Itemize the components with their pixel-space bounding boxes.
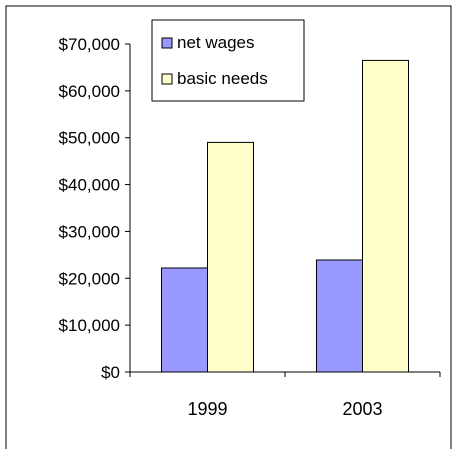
bar-net-wages-1999: [161, 267, 208, 373]
x-tick-label: 2003: [342, 399, 382, 419]
y-tick-label: $20,000: [59, 269, 120, 288]
legend-label: net wages: [177, 33, 255, 52]
y-axis: $0 $10,000 $20,000 $30,000 $40,000 $50,000 $60…: [59, 35, 131, 382]
legend-swatch: [161, 37, 173, 49]
legend-label: basic needs: [177, 69, 268, 88]
y-tick-label: $40,000: [59, 176, 120, 195]
bar-basic-needs-2003: [362, 59, 409, 373]
bar-net-wages-2003: [316, 259, 363, 373]
x-axis: 1999 2003: [129, 371, 441, 419]
y-tick-label: $60,000: [59, 82, 120, 101]
legend-swatch: [161, 73, 173, 85]
y-tick-label: $70,000: [59, 35, 120, 54]
bar-basic-needs-1999: [207, 141, 254, 373]
legend-box: [151, 19, 305, 102]
y-tick-label: $30,000: [59, 222, 120, 241]
y-tick-label: $0: [101, 363, 120, 382]
x-tick-label: 1999: [187, 399, 227, 419]
bars: [161, 59, 409, 373]
y-tick-label: $50,000: [59, 129, 120, 148]
chart-area-border: [5, 5, 452, 449]
y-tick-label: $10,000: [59, 316, 120, 335]
legend: net wages basic needs: [151, 19, 305, 102]
